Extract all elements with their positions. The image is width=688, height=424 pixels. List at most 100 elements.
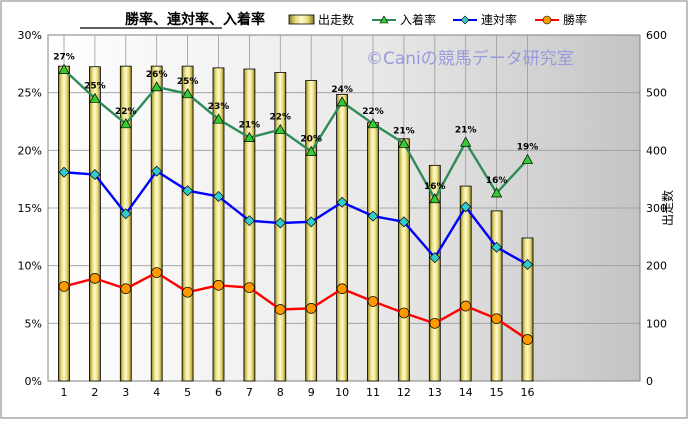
rentai-rate-point	[398, 216, 410, 228]
right-axis-tick-label: 300	[646, 202, 667, 215]
place-rate-point	[367, 118, 379, 129]
place-rate-data-label: 25%	[177, 77, 199, 87]
rentai-rate-point	[58, 166, 70, 178]
place-rate-data-label: 21%	[393, 126, 415, 136]
left-axis-tick-label: 0%	[25, 375, 42, 388]
right-axis-label: 出走数	[660, 190, 675, 226]
win-rate-point	[398, 307, 410, 319]
win-rate-point	[89, 273, 101, 284]
rentai-rate-point	[182, 185, 194, 197]
rentai-rate-point	[460, 201, 472, 213]
place-rate-point	[212, 113, 225, 124]
place-rate-point	[151, 81, 163, 92]
rentai-rate-point	[429, 252, 441, 264]
left-axis-tick-label: 15%	[18, 202, 42, 215]
place-rate-data-label: 20%	[300, 134, 322, 144]
rentai-rate-point	[336, 196, 348, 208]
bar-starts	[58, 65, 70, 382]
place-rate-point	[274, 123, 286, 134]
bar-starts	[397, 138, 410, 382]
place-rate-data-label: 22%	[115, 107, 137, 117]
place-rate-data-label: 24%	[331, 85, 353, 95]
win-rate-point	[429, 317, 441, 329]
win-rate-point	[274, 304, 286, 315]
x-axis-tick-label: 14	[459, 386, 473, 399]
legend-label-win: 勝率	[563, 12, 587, 27]
place-rate-data-label: 23%	[208, 102, 230, 112]
x-axis-tick-label: 15	[490, 386, 504, 399]
x-axis-tick-label: 13	[428, 386, 442, 399]
legend-bar-swatch	[288, 14, 315, 25]
bar-starts	[305, 80, 318, 382]
place-rate-data-label: 21%	[455, 125, 477, 135]
x-axis-tick-label: 1	[61, 386, 68, 399]
legend-label-rentai: 連対率	[481, 12, 517, 27]
x-axis-tick-label: 9	[308, 386, 315, 399]
place-rate-point	[58, 63, 70, 74]
rentai-rate-point	[367, 210, 379, 222]
x-axis-tick-label: 4	[153, 386, 160, 399]
win-rate-point	[522, 334, 533, 345]
chart-title: 勝率、連対率、入着率	[125, 11, 265, 28]
x-axis-tick-label: 12	[397, 386, 411, 399]
right-axis-tick-label: 100	[646, 317, 667, 330]
bar-starts	[150, 65, 163, 382]
right-axis-tick-label: 400	[646, 144, 667, 157]
place-rate-point	[429, 193, 441, 204]
place-rate-point	[305, 145, 317, 156]
place-rate-data-label: 22%	[362, 107, 384, 117]
win-rate-point	[58, 281, 70, 292]
place-rate-data-label: 19%	[517, 143, 539, 153]
bar-starts	[181, 65, 194, 382]
rentai-rate-point	[491, 241, 503, 253]
place-rate-data-label: 26%	[146, 70, 168, 80]
x-axis-tick-label: 7	[246, 386, 253, 399]
left-axis-tick-label: 10%	[18, 260, 42, 273]
place-rate-data-label: 22%	[270, 113, 292, 123]
x-axis-tick-label: 16	[521, 386, 535, 399]
place-rate-point	[491, 187, 503, 198]
x-axis-tick-label: 2	[91, 386, 98, 399]
place-rate-point	[243, 131, 255, 142]
legend: 出走数 入着率 連対率 勝率	[288, 12, 587, 27]
legend-marker-place	[379, 15, 389, 24]
x-axis-tick-label: 8	[277, 386, 284, 399]
bar-starts	[89, 66, 101, 382]
bar-starts	[336, 93, 349, 382]
bar-starts	[367, 122, 379, 382]
rentai-rate-point	[120, 208, 132, 220]
legend-marker-win	[542, 15, 552, 25]
legend-label-starts: 出走数	[318, 12, 354, 27]
win-rate-point	[305, 302, 317, 314]
win-rate-point	[460, 300, 472, 312]
rentai-rate-point	[151, 165, 163, 177]
right-axis-tick-label: 200	[646, 260, 667, 273]
rentai-rate-point	[274, 217, 286, 229]
bar-starts	[490, 210, 503, 382]
place-rate-data-label: 25%	[84, 81, 106, 91]
place-rate-point	[120, 118, 132, 129]
rentai-rate-point	[243, 215, 255, 227]
bar-starts	[428, 164, 441, 382]
rentai-rate-line	[63, 169, 529, 266]
rentai-rate-point	[213, 190, 224, 202]
rentai-rate-point	[305, 216, 317, 228]
bar-starts	[459, 185, 472, 382]
win-rate-point	[182, 286, 193, 298]
right-axis-tick-label: 500	[646, 87, 667, 100]
x-axis-tick-label: 11	[366, 386, 380, 399]
bar-starts	[212, 67, 225, 382]
left-axis-tick-label: 25%	[18, 87, 42, 100]
place-rate-data-label: 27%	[53, 53, 75, 63]
bar-starts	[119, 65, 132, 382]
place-rate-point	[460, 136, 472, 147]
bar-starts	[521, 237, 534, 382]
x-axis-tick-label: 6	[215, 386, 222, 399]
left-axis-tick-label: 5%	[25, 317, 42, 330]
place-rate-data-label: 21%	[239, 121, 261, 131]
win-rate-point	[336, 283, 348, 295]
place-rate-point	[521, 153, 534, 164]
x-axis-tick-label: 5	[184, 386, 191, 399]
